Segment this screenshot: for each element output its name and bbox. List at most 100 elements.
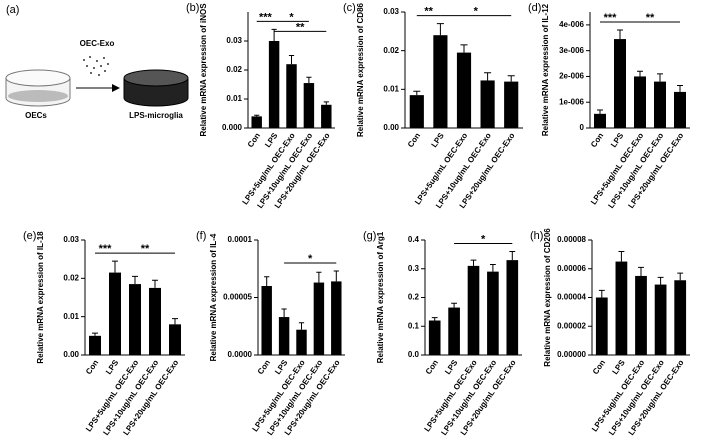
bar [109, 272, 121, 355]
significance-label: *** [99, 243, 113, 255]
y-tick-label: 0.0000 [228, 350, 253, 359]
y-tick-label: 0.03 [63, 235, 79, 244]
panel-label: (d) [528, 2, 541, 14]
error-bar [637, 70, 643, 77]
x-tick-label: LPS [429, 131, 446, 149]
bar [467, 265, 480, 355]
y-tick-label: 0.000 [222, 123, 243, 132]
y-tick-label: 0.00005 [223, 293, 252, 302]
y-tick-label: 4e-006 [559, 20, 584, 29]
bar [428, 320, 441, 355]
bar [506, 260, 519, 355]
bar [409, 95, 424, 128]
x-tick-label: Con [406, 131, 422, 149]
bar [278, 317, 290, 355]
error-bar [298, 322, 305, 330]
bar [504, 81, 519, 128]
x-tick-label: LPS [443, 358, 460, 376]
target-label: LPS-microglia [129, 111, 183, 120]
bar [480, 80, 495, 128]
significance-label: ** [646, 12, 655, 24]
arrow [76, 84, 120, 92]
y-tick-label: 0.00 [383, 123, 399, 132]
bar [303, 83, 315, 128]
error-bar [306, 76, 312, 84]
x-tick-label: Con [424, 358, 440, 376]
bar [129, 284, 141, 355]
panel-label: (h) [530, 230, 543, 242]
bar [169, 324, 181, 355]
bar [296, 329, 307, 355]
error-bar [470, 259, 477, 266]
y-tick-label: 0.03 [383, 7, 399, 16]
exosome-dots [83, 56, 109, 76]
bar [433, 35, 448, 129]
error-bar [436, 23, 444, 36]
reagent-label: OEC-Exo [80, 39, 115, 48]
y-tick-label: 0.00008 [557, 235, 586, 244]
x-tick-label: Con [84, 358, 100, 376]
significance-label: * [474, 6, 479, 18]
bar [595, 297, 608, 355]
bar [456, 52, 472, 128]
panel-label: (g) [363, 230, 376, 242]
bar [313, 282, 325, 355]
error-bar [677, 272, 684, 281]
error-bar [509, 251, 516, 261]
panel: (d) Relative mRNA expression of IL-12 0 1e-… [528, 2, 690, 210]
bar [654, 284, 667, 355]
bar [261, 286, 272, 355]
error-bar [254, 114, 260, 117]
bar [251, 116, 262, 128]
oec-dish [5, 69, 71, 107]
bar [286, 64, 297, 128]
significance-label: ** [141, 243, 150, 255]
error-bar [264, 276, 270, 286]
x-tick-label: Con [256, 358, 272, 376]
panel: (b) Relative mRNA expression of iNOS 0.000… [186, 2, 335, 210]
panel-label: (e) [23, 230, 36, 242]
panel-label: (a) [6, 4, 19, 16]
bar [635, 275, 647, 355]
significance-label: ** [424, 6, 433, 18]
significance-label: *** [259, 11, 273, 23]
significance-label: ** [296, 21, 305, 33]
x-tick-label: LPS [263, 131, 280, 149]
error-bar [598, 289, 605, 298]
panel-label: (f) [196, 230, 206, 242]
y-tick-label: 0.00000 [557, 350, 586, 359]
y-tick-label: 0.4 [408, 235, 420, 244]
significance-label: * [308, 253, 313, 265]
x-tick-label: Con [246, 131, 262, 149]
y-tick-label: 0 [580, 123, 585, 132]
bar [89, 335, 101, 355]
error-bar [677, 84, 683, 92]
y-tick-label: 0.3 [408, 264, 420, 273]
bar [674, 91, 686, 128]
y-tick-label: 0.00 [63, 350, 79, 359]
error-bar [451, 302, 458, 308]
y-axis-label: Relative mRNA expression of iNOS [199, 3, 208, 137]
y-tick-label: 0.02 [383, 46, 399, 55]
x-tick-label: Con [591, 358, 607, 376]
bar [614, 39, 626, 128]
y-tick-label: 0.0 [408, 350, 420, 359]
bar [268, 41, 280, 128]
x-tick-label: LPS [273, 358, 290, 376]
error-bar [460, 44, 468, 53]
y-axis-label: Relative mRNA expression of Arg1 [376, 231, 385, 363]
error-bar [617, 29, 623, 40]
error-bar [333, 270, 339, 282]
y-tick-label: 0.02 [226, 65, 242, 74]
bar [634, 76, 646, 128]
bar [654, 81, 666, 128]
error-bar [92, 332, 98, 336]
bar [615, 261, 628, 355]
bar [674, 280, 687, 355]
error-bar [132, 275, 138, 285]
error-bar [507, 75, 515, 82]
y-axis-label: Relative mRNA expression of IL-18 [36, 231, 45, 364]
y-tick-label: 0.00004 [557, 293, 586, 302]
schematic: (a) OEC-Exo OECs LPS-microglia [5, 4, 189, 120]
y-tick-label: 0.01 [226, 94, 242, 103]
